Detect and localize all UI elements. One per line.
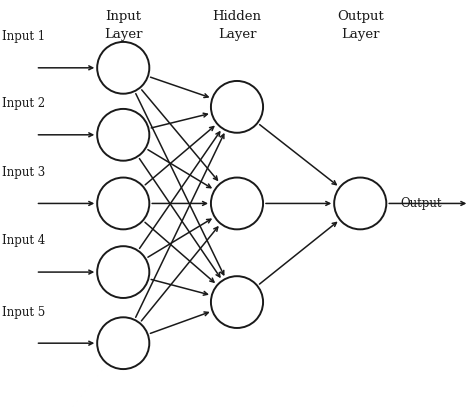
Ellipse shape [211, 178, 263, 229]
Ellipse shape [97, 317, 149, 369]
Ellipse shape [334, 178, 386, 229]
Ellipse shape [97, 109, 149, 161]
Text: Output: Output [401, 197, 442, 210]
Text: Input 4: Input 4 [2, 234, 46, 247]
Ellipse shape [211, 81, 263, 133]
Text: Input 2: Input 2 [2, 97, 46, 110]
Text: Input 3: Input 3 [2, 166, 46, 179]
Text: Hidden
Layer: Hidden Layer [212, 10, 262, 41]
Text: Input 1: Input 1 [2, 30, 46, 43]
Text: Input
Layer: Input Layer [104, 10, 143, 41]
Text: Input 5: Input 5 [2, 305, 46, 319]
Ellipse shape [97, 246, 149, 298]
Ellipse shape [97, 178, 149, 229]
Text: Output
Layer: Output Layer [337, 10, 383, 41]
Ellipse shape [97, 42, 149, 94]
Ellipse shape [211, 276, 263, 328]
